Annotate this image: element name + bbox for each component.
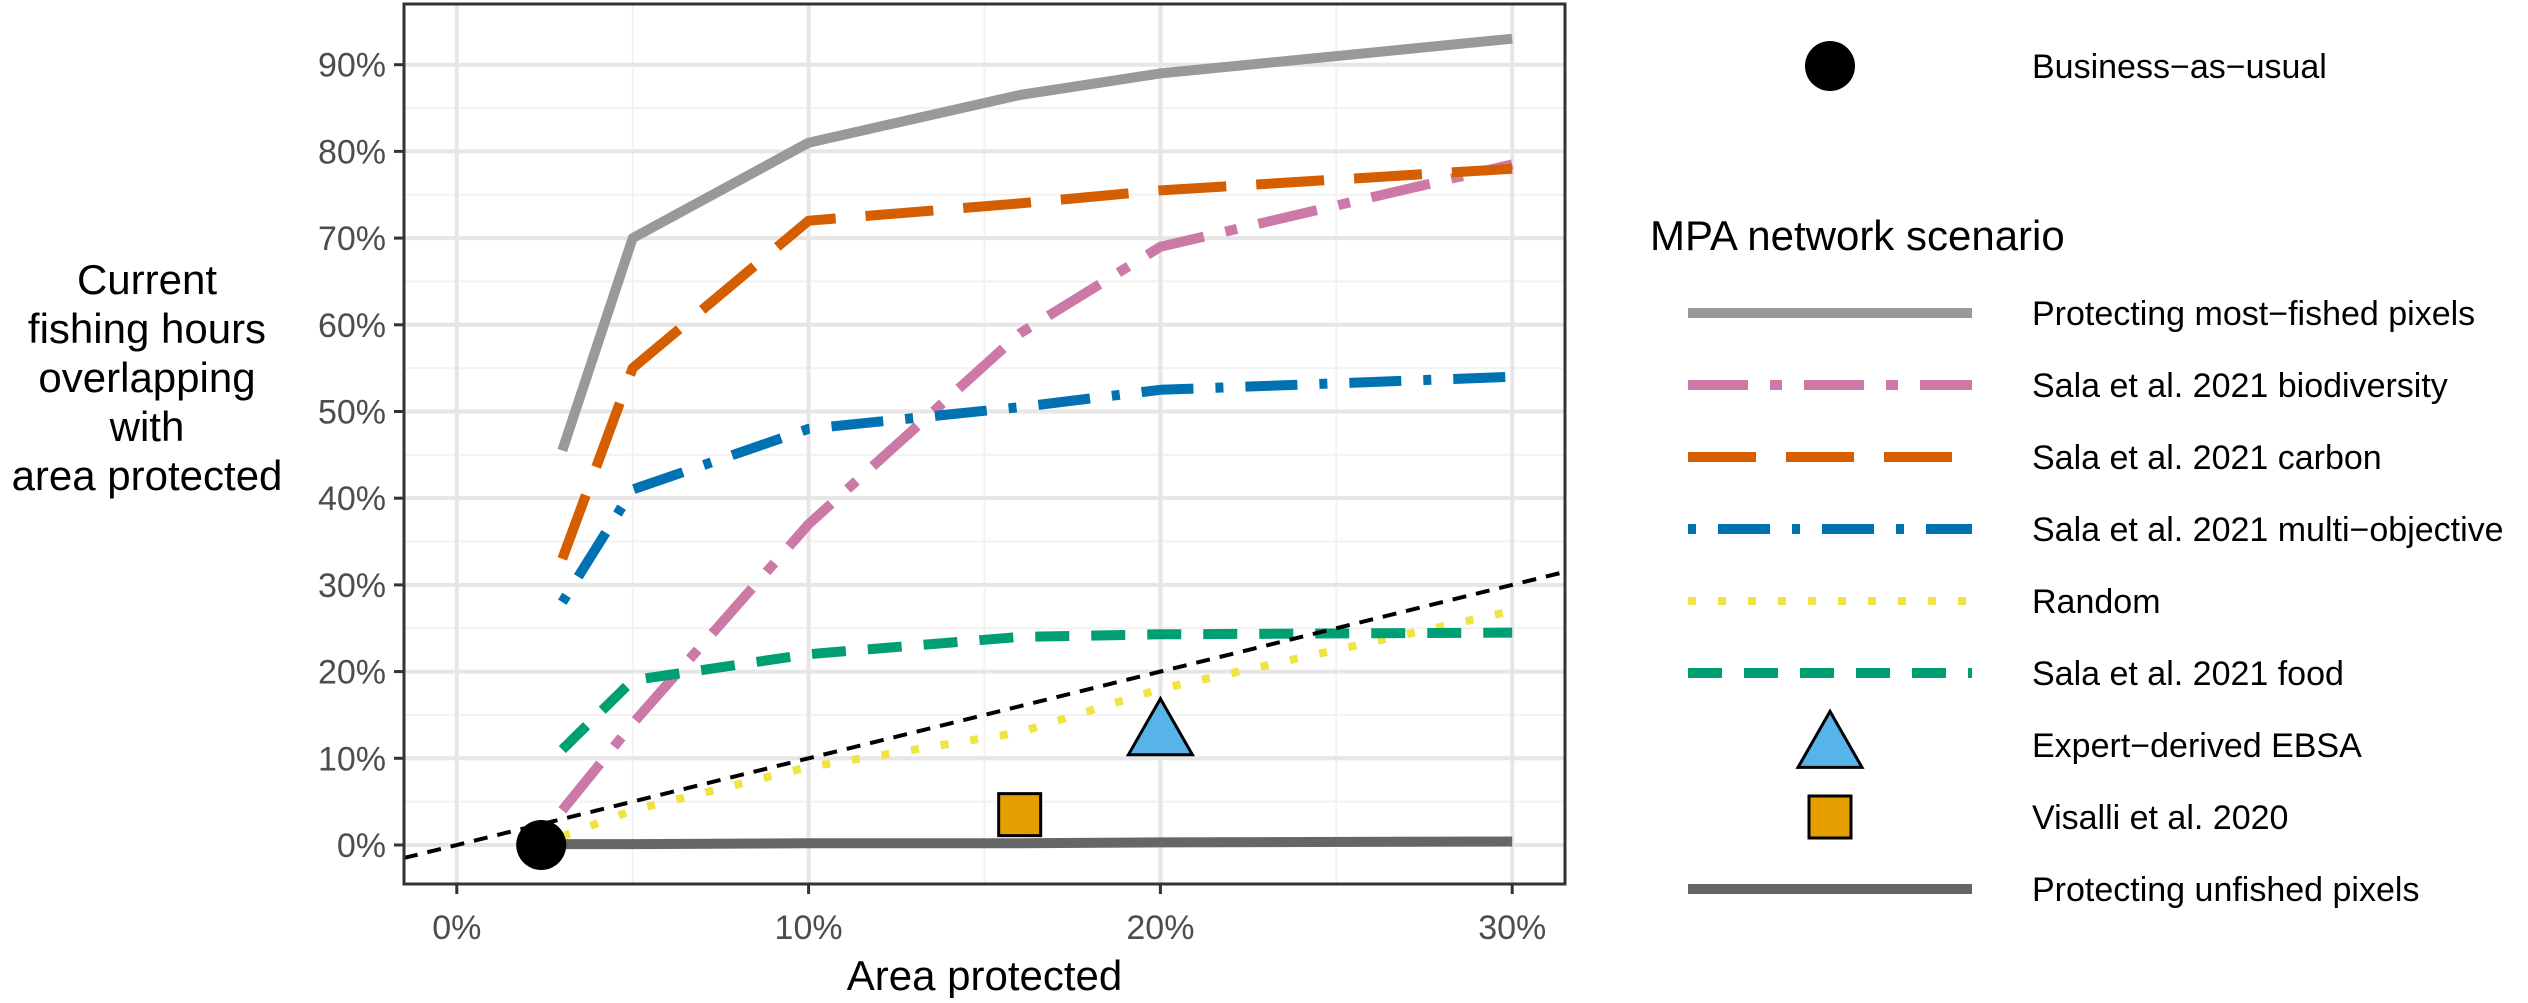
y-tick-label: 90%	[318, 47, 386, 85]
point-marker-1	[1125, 695, 1195, 757]
y-axis-title-line: fishing hours	[28, 305, 266, 352]
legend-label: Sala et al. 2021 carbon	[2032, 439, 2382, 477]
y-axis-title-line: area protected	[12, 452, 283, 499]
legend-symbol-business-as-usual	[1805, 41, 1855, 91]
legend-label-business-as-usual: Business−as−usual	[2032, 48, 2327, 86]
point-marker-2	[997, 792, 1043, 838]
legend-label: Sala et al. 2021 multi−objective	[2032, 511, 2504, 549]
axes-layer: 0% 10% 20% 30% 40% 50% 60% 70% 80% 90% 0% 10% 20% 30%…	[12, 2, 1567, 999]
x-tick-label: 0%	[432, 909, 481, 947]
legend-symbol-marker	[1807, 794, 1853, 840]
y-axis-title-line: Current	[77, 256, 217, 303]
legend-label: Visalli et al. 2020	[2032, 799, 2288, 837]
legend-label: Protecting most−fished pixels	[2032, 295, 2475, 333]
y-axis-title-line: with	[109, 403, 185, 450]
y-axis-title-line: overlapping	[38, 354, 255, 401]
reference-line	[404, 569, 1565, 860]
point-marker-0	[516, 819, 567, 870]
series-layer	[404, 33, 1565, 860]
y-tick-label: 50%	[318, 393, 386, 431]
y-tick-label: 30%	[318, 567, 386, 605]
series-line-0	[557, 33, 1513, 453]
y-tick-label: 10%	[318, 740, 386, 778]
y-tick-label: 20%	[318, 654, 386, 692]
y-tick-label: 0%	[337, 827, 386, 865]
plot-border	[402, 2, 1567, 886]
legend-label: Protecting unfished pixels	[2032, 871, 2419, 909]
x-tick-label: 20%	[1126, 909, 1194, 947]
grid-layer	[404, 4, 1565, 884]
series-line-4	[560, 606, 1514, 841]
series-line-5	[558, 627, 1513, 754]
y-tick-label: 40%	[318, 480, 386, 518]
legend-title: MPA network scenario	[1650, 212, 2065, 259]
series-line-1	[558, 159, 1514, 814]
x-axis-title: Area protected	[847, 952, 1123, 998]
x-tick-label: 30%	[1478, 909, 1546, 947]
legend-label: Random	[2032, 583, 2161, 621]
y-tick-label: 60%	[318, 307, 386, 345]
points-layer	[516, 695, 1195, 870]
series-line-3	[558, 371, 1513, 605]
y-tick-label: 70%	[318, 220, 386, 258]
x-tick-label: 10%	[775, 909, 843, 947]
legend: Business−as−usual MPA network scenario Pro…	[1650, 41, 2504, 909]
legend-label: Sala et al. 2021 food	[2032, 655, 2344, 693]
series-line-6	[562, 836, 1513, 850]
series-line-2	[557, 163, 1513, 561]
legend-symbol-marker	[1795, 708, 1865, 769]
legend-label: Expert−derived EBSA	[2032, 727, 2362, 765]
y-tick-label: 80%	[318, 133, 386, 171]
legend-label: Sala et al. 2021 biodiversity	[2032, 367, 2448, 405]
